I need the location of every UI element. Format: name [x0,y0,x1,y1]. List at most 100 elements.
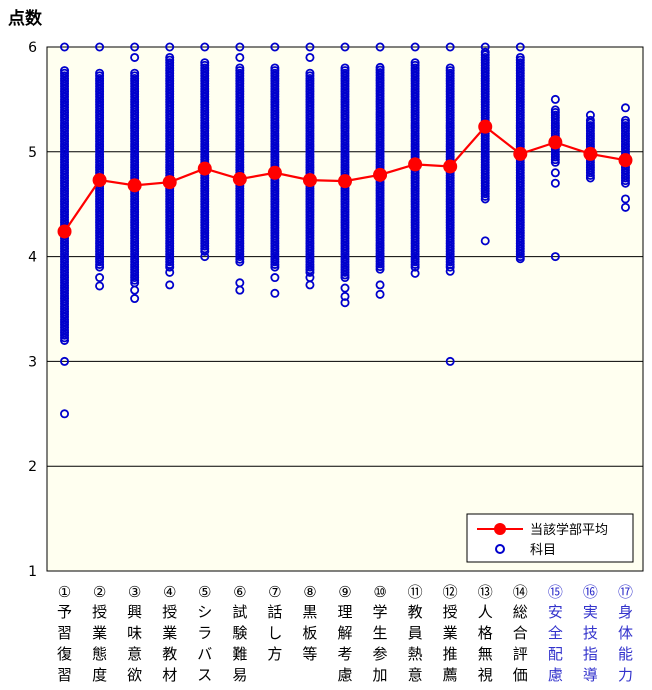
y-tick-label: 2 [28,459,37,475]
x-category-char: 体 [618,624,633,642]
course-point [375,42,385,52]
y-tick-label: 3 [28,354,37,370]
y-tick-label: 5 [28,145,37,161]
legend-dot-swatch [494,523,506,535]
x-category-char: 話 [267,603,282,621]
x-category-char: 価 [513,666,528,684]
x-category-char: 配 [548,645,563,663]
legend-circle-swatch [495,544,505,554]
course-point [550,252,560,262]
course-point [585,110,595,120]
x-category-char: 板 [302,624,317,642]
x-category-char: 解 [337,624,352,642]
course-point [305,68,315,78]
y-tick-label: 1 [28,564,37,580]
average-line [57,119,633,239]
average-marker [373,167,388,182]
course-point [200,252,210,262]
x-category-char: 学 [373,603,388,621]
course-point [445,356,455,366]
x-category-char: 等 [302,645,317,663]
x-category-number: ⑨ [338,583,351,601]
course-point [305,280,315,290]
x-category-char: 熱 [408,645,423,663]
x-category-char: 意 [127,645,142,663]
x-category-number: ⑬ [478,583,493,601]
x-category-char: 授 [443,603,458,621]
x-category-char: 生 [373,624,388,642]
x-category-char: 黒 [302,603,317,621]
course-point [620,202,630,212]
course-point [340,42,350,52]
x-category-char: 予 [57,603,72,621]
course-point [130,294,140,304]
x-category-char: 総 [513,603,528,621]
course-point [95,68,105,78]
x-category-char: 慮 [548,666,563,684]
x-category-char: 視 [478,666,493,684]
course-point [165,267,175,277]
x-category-char: 技 [583,624,598,642]
average-marker [267,165,282,180]
x-category-char: ラ [197,624,212,642]
course-point [515,52,525,62]
course-point [410,268,420,278]
course-point [130,68,140,78]
course-point [60,66,70,76]
course-point [95,42,105,52]
course-point [130,42,140,52]
y-tick-label: 4 [28,250,37,266]
course-point [445,63,455,73]
gridlines [47,151,643,467]
x-category-char: 全 [548,624,563,642]
x-category-char: 欲 [127,666,142,684]
course-point [60,409,70,419]
course-point [95,273,105,283]
x-category-number: ⑮ [548,583,563,601]
course-point [340,283,350,293]
x-category-number: ① [58,583,71,601]
x-category-char: 人 [478,603,493,621]
y-axis-label: 点数 [8,8,43,29]
average-marker [302,173,317,188]
course-point [480,47,490,57]
course-point [165,52,175,62]
x-category-char: 度 [92,666,107,684]
x-category-number: ⑪ [408,583,423,601]
legend-label-average: 当該学部平均 [530,522,608,538]
legend: 当該学部平均 科目 [466,513,634,563]
average-marker [338,174,352,189]
average-marker [548,135,563,150]
x-category-char: 評 [513,645,528,663]
x-category-char: 味 [127,624,142,642]
course-point [550,178,560,188]
x-category-char: し [267,624,282,642]
average-marker [57,224,72,239]
x-category-number: ⑤ [198,583,211,601]
x-category-char: 理 [337,603,352,621]
x-category-char: 実 [583,603,598,621]
x-category-char: 無 [478,645,493,663]
x-category-char: 興 [127,603,142,621]
x-category-char: 安 [548,603,563,621]
x-category-char: 薦 [443,666,458,684]
y-tick-labels: 1 2 3 4 5 6 [28,40,37,580]
course-point [550,94,560,104]
x-category-char: 授 [92,603,107,621]
course-point [165,42,175,52]
x-category-number: ⑥ [233,583,246,601]
x-category-number: ⑩ [373,583,386,601]
course-point [585,115,595,125]
course-point [270,288,280,298]
course-point [270,273,280,283]
x-category-char: 能 [618,645,633,663]
course-point [515,42,525,52]
course-point [550,105,560,115]
course-point [515,254,525,264]
course-point [60,42,70,52]
course-point [305,52,315,62]
course-point [200,58,210,68]
course-point [235,285,245,295]
average-marker [232,172,247,187]
course-point [620,103,630,113]
